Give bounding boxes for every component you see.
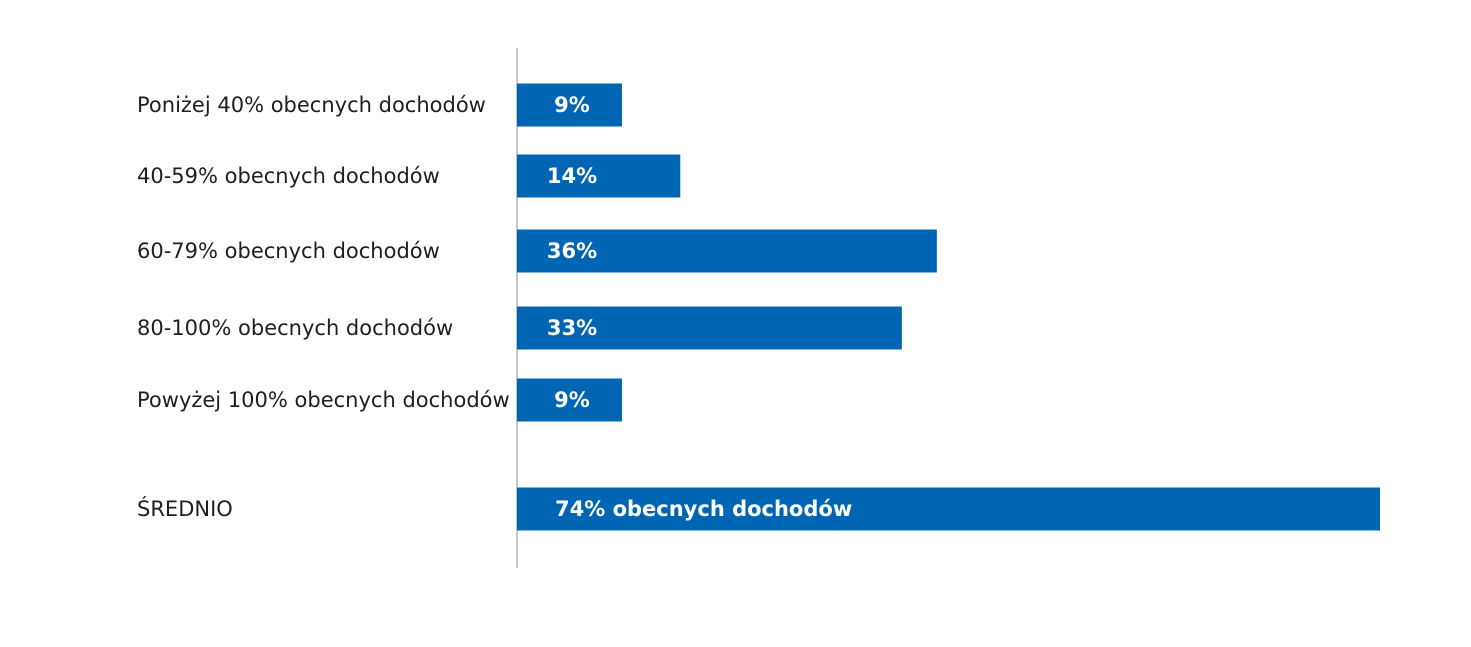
category-label: 60-79% obecnych dochodów <box>137 239 440 263</box>
bar <box>517 83 622 127</box>
category-label: Powyżej 100% obecnych dochodów <box>137 388 510 412</box>
bar-value-label: 36% <box>547 239 597 263</box>
bar <box>517 378 622 422</box>
category-label: 80-100% obecnych dochodów <box>137 316 453 340</box>
bar-value-label: 9% <box>554 93 590 117</box>
category-label: Poniżej 40% obecnych dochodów <box>137 93 486 117</box>
category-labels-group: Poniżej 40% obecnych dochodów 40-59% obec… <box>137 93 510 521</box>
bar-value-label: 9% <box>554 388 590 412</box>
category-label: ŚREDNIO <box>137 496 233 521</box>
bar-value-label: 14% <box>547 164 597 188</box>
bars-group: 9% 14% 36% 33% 9% 74% obecnych dochodów <box>517 83 1380 531</box>
bar <box>517 306 902 350</box>
category-label: 40-59% obecnych dochodów <box>137 164 440 188</box>
bar-value-label: 74% obecnych dochodów <box>555 497 852 521</box>
bar-value-label: 33% <box>547 316 597 340</box>
bar <box>517 229 937 273</box>
bar <box>517 154 681 198</box>
bar <box>517 487 1380 531</box>
